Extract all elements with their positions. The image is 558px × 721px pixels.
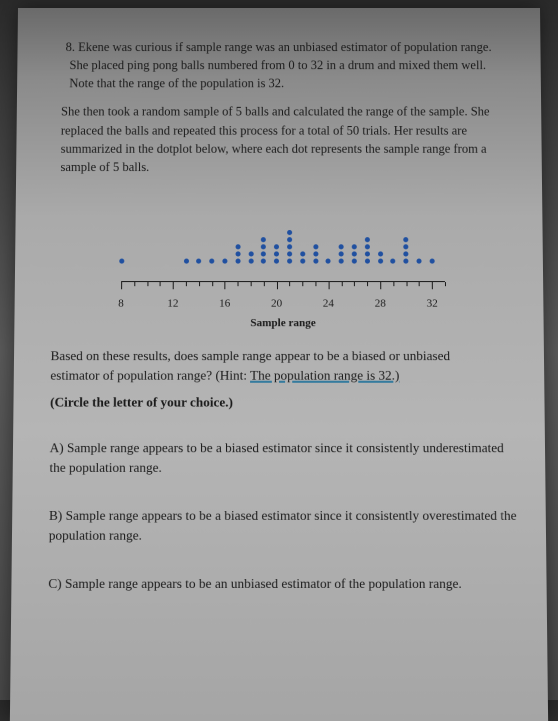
dotplot-dot [313,244,318,249]
dotplot-ticks [121,282,445,294]
dotplot-dot [274,251,279,256]
dotplot-dot [274,258,279,263]
tick-minor [134,282,135,286]
prompt-text: Based on these results, does sample rang… [50,346,516,386]
dotplot-dot [287,258,292,263]
dotplot-dot [403,244,408,249]
question-number: 8. [66,40,76,54]
tick-minor [302,282,303,286]
axis-tick-label: 8 [118,297,124,309]
question-text-1: Ekene was curious if sample range was an… [69,40,491,90]
dotplot-dot [261,244,266,249]
dotplot-dot [196,258,201,263]
dotplot-dot [287,244,292,249]
tick-major [121,282,122,289]
choice-c[interactable]: C) Sample range appears to be an unbiase… [48,573,518,593]
dotplot-dot [352,244,357,249]
axis-tick-label: 28 [375,297,386,309]
dotplot-dot [365,251,370,256]
dotplot-dot [403,258,408,263]
tick-minor [419,282,420,286]
tick-minor [264,282,265,286]
tick-minor [238,282,239,286]
dotplot-dot [365,244,370,249]
axis-tick-label: 32 [427,297,438,309]
dotplot-dot [365,258,370,263]
tick-minor [251,282,252,286]
dotplot-dot [261,237,266,242]
dotplot-dot [391,258,396,263]
tick-minor [160,282,161,286]
dotplot-dot [403,237,408,242]
tick-major [225,282,226,289]
dotplot-dot [326,258,331,263]
tick-minor [354,282,355,286]
dotplot-dot [429,258,434,263]
dotplot-dot [261,251,266,256]
dotplot-dot [365,237,370,242]
dotplot-dot [313,258,318,263]
axis-tick-label: 12 [167,297,178,309]
prompt-hint-underlined: The population range is 32.) [250,368,399,383]
dotplot-dot [403,251,408,256]
choice-a[interactable]: A) Sample range appears to be a biased e… [49,438,516,479]
tick-minor [341,282,342,286]
dotplot-dot [209,258,214,263]
dotplot-dot [287,230,292,235]
prompt-line1: Based on these results, does sample rang… [51,348,451,363]
choice-b[interactable]: B) Sample range appears to be a biased e… [49,505,518,546]
dotplot-dot [248,258,253,263]
tick-minor [147,282,148,286]
tick-minor [212,282,213,286]
dotplot-axis-labels: 8 12 16 20 24 28 32 [121,294,445,312]
dotplot-dot [300,258,305,263]
dotplot-dots-area [121,194,445,265]
tick-major [380,282,381,289]
dotplot-dot [313,251,318,256]
dotplot-dot [274,244,279,249]
tick-minor [199,282,200,286]
dotplot-dot [235,244,240,249]
dotplot-dot [287,251,292,256]
dotplot-chart: 8 12 16 20 24 28 32 Sample range [111,194,456,329]
dotplot-dot [352,258,357,263]
dotplot-dot [339,258,344,263]
tick-minor [367,282,368,286]
tick-major [277,282,278,289]
circle-instruction: (Circle the letter of your choice.) [50,394,516,411]
tick-minor [445,282,446,286]
worksheet-page: 8. Ekene was curious if sample range was… [10,8,548,721]
dotplot-dot [287,237,292,242]
dotplot-dot [378,251,383,256]
dotplot-dot [183,258,188,263]
tick-minor [406,282,407,286]
dotplot-dot [248,251,253,256]
tick-minor [186,282,187,286]
dotplot-dot [261,258,266,263]
axis-tick-label: 16 [219,297,230,309]
dotplot-dot [339,251,344,256]
axis-tick-label: 24 [323,297,334,309]
dotplot-dot [119,258,124,263]
dotplot-dot [235,251,240,256]
prompt-line2-pre: estimator of population range? (Hint: [50,368,250,383]
question-paragraph-1: 8. Ekene was curious if sample range was… [69,38,513,93]
dotplot-dot [416,258,421,263]
dotplot-axis-title: Sample range [111,317,456,329]
tick-major [173,282,174,289]
tick-minor [315,282,316,286]
tick-major [432,282,433,289]
dotplot-dot [300,251,305,256]
tick-minor [393,282,394,286]
dotplot-dot [339,244,344,249]
dotplot-dot [352,251,357,256]
axis-tick-label: 20 [271,297,282,309]
question-paragraph-2: She then took a random sample of 5 balls… [60,103,513,176]
dotplot-dot [378,258,383,263]
tick-minor [290,282,291,286]
dotplot-dot [222,258,227,263]
dotplot-dot [235,258,240,263]
tick-major [328,282,329,289]
